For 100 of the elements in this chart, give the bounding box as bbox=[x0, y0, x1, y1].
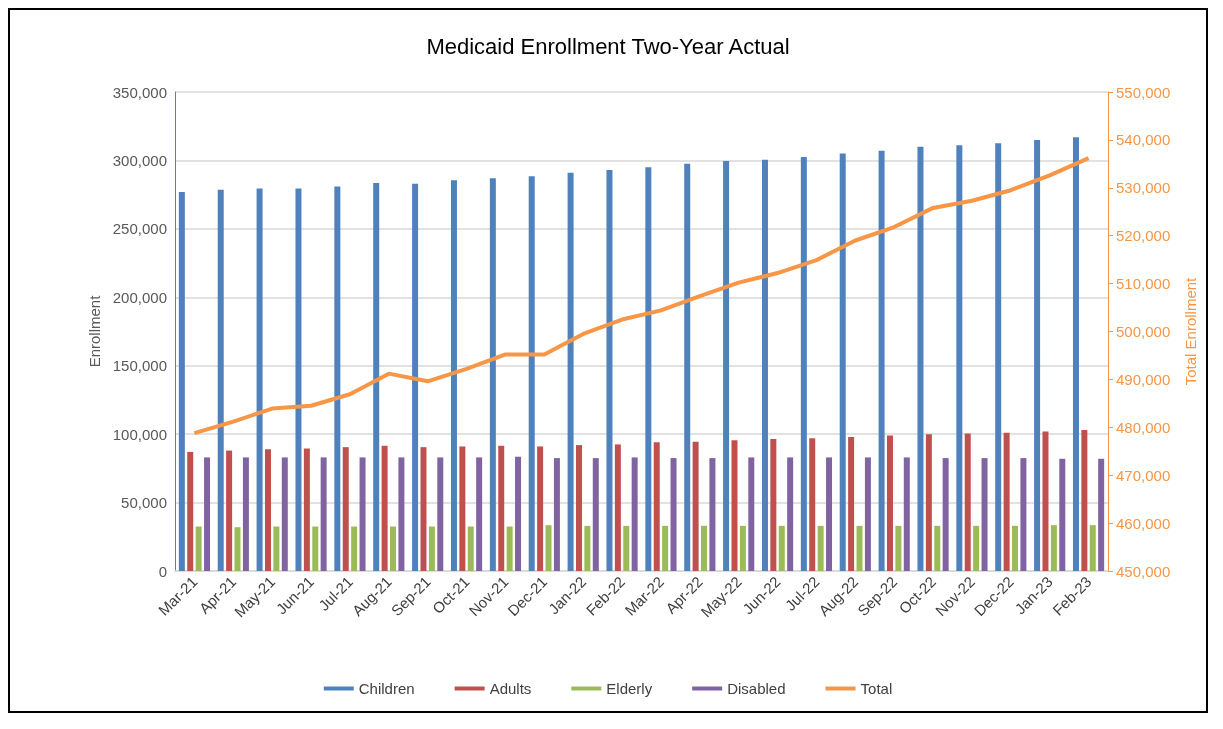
bar bbox=[1042, 431, 1049, 571]
bar bbox=[787, 457, 794, 571]
bar bbox=[592, 458, 599, 571]
bar bbox=[653, 442, 660, 571]
y2-tick-label: 480,000 bbox=[1116, 418, 1171, 436]
bar bbox=[342, 447, 349, 571]
y2-tick-label: 510,000 bbox=[1116, 275, 1171, 293]
bar bbox=[645, 167, 652, 571]
bar bbox=[498, 445, 505, 571]
y2-tick-label: 540,000 bbox=[1116, 131, 1171, 149]
legend-label: Adults bbox=[489, 680, 532, 697]
bar bbox=[800, 157, 807, 571]
bar bbox=[934, 525, 941, 571]
bar bbox=[217, 189, 224, 571]
bar bbox=[1003, 432, 1010, 571]
bar bbox=[476, 457, 483, 571]
bar bbox=[614, 444, 621, 571]
bar bbox=[187, 451, 194, 571]
bar bbox=[1081, 430, 1088, 571]
bar bbox=[1098, 458, 1105, 571]
bar bbox=[437, 457, 444, 571]
bar bbox=[981, 458, 988, 571]
bar bbox=[489, 178, 496, 571]
bar bbox=[670, 458, 677, 571]
bar bbox=[662, 525, 669, 571]
bar bbox=[701, 525, 708, 571]
y-tick-label: 300,000 bbox=[112, 151, 167, 169]
y2-axis-title: Total Enrollment bbox=[1182, 276, 1199, 386]
bar bbox=[606, 170, 613, 571]
bar bbox=[723, 161, 730, 571]
bar bbox=[925, 434, 932, 571]
bar bbox=[334, 186, 341, 571]
bar bbox=[878, 150, 885, 571]
bar bbox=[761, 159, 768, 571]
bar bbox=[1020, 458, 1027, 571]
bar bbox=[731, 440, 738, 571]
bar bbox=[281, 457, 288, 571]
y2-tick-label: 460,000 bbox=[1116, 514, 1171, 532]
bar bbox=[739, 525, 746, 571]
bar bbox=[420, 447, 427, 571]
bar bbox=[359, 457, 366, 571]
y-tick-label: 50,000 bbox=[121, 494, 167, 512]
bar bbox=[623, 525, 630, 571]
y-axis-title: Enrollment bbox=[85, 294, 103, 368]
y2-tick-label: 530,000 bbox=[1116, 179, 1171, 197]
bar bbox=[351, 526, 358, 571]
bar bbox=[303, 448, 310, 571]
y-tick-label: 200,000 bbox=[112, 288, 167, 306]
bar bbox=[1050, 525, 1057, 571]
bar bbox=[864, 457, 871, 571]
bar bbox=[692, 441, 699, 571]
y2-tick-label: 450,000 bbox=[1116, 562, 1171, 580]
bar bbox=[226, 450, 233, 571]
bar bbox=[515, 456, 522, 571]
bar bbox=[1089, 525, 1096, 571]
y-tick-label: 100,000 bbox=[112, 425, 167, 443]
bar bbox=[956, 145, 963, 571]
bar bbox=[973, 525, 980, 571]
bar bbox=[312, 526, 319, 571]
chart-title: Medicaid Enrollment Two-Year Actual bbox=[426, 33, 790, 59]
y-tick-label: 150,000 bbox=[112, 357, 167, 375]
bar bbox=[428, 526, 435, 571]
bar bbox=[234, 527, 241, 571]
bar bbox=[856, 525, 863, 571]
bar bbox=[848, 436, 855, 571]
bar bbox=[256, 188, 263, 571]
bar bbox=[373, 183, 380, 571]
line-series bbox=[192, 156, 1091, 436]
bar bbox=[631, 457, 638, 571]
bar bbox=[1072, 137, 1079, 571]
bar bbox=[381, 445, 388, 571]
y2-tick-label: 550,000 bbox=[1116, 83, 1171, 101]
bar bbox=[545, 525, 552, 571]
bar bbox=[748, 457, 755, 571]
legend-label: Elderly bbox=[606, 680, 653, 697]
bar bbox=[390, 526, 397, 571]
y-tick-label: 0 bbox=[158, 562, 167, 580]
legend-label: Total bbox=[860, 680, 893, 697]
bar bbox=[942, 458, 949, 571]
bar bbox=[964, 433, 971, 571]
bar bbox=[809, 438, 816, 571]
bar bbox=[204, 457, 211, 571]
bar bbox=[398, 457, 405, 571]
bar bbox=[467, 526, 474, 571]
bar bbox=[770, 438, 777, 571]
bar bbox=[895, 525, 902, 571]
bar bbox=[886, 435, 893, 571]
bar bbox=[450, 180, 457, 571]
bar bbox=[995, 143, 1002, 571]
bar bbox=[178, 191, 185, 571]
bar bbox=[553, 458, 560, 571]
y2-tick-label: 520,000 bbox=[1116, 227, 1171, 245]
legend-label: Children bbox=[358, 680, 415, 697]
bar bbox=[242, 457, 249, 571]
bar bbox=[412, 183, 419, 571]
bar bbox=[575, 445, 582, 571]
bar bbox=[320, 457, 327, 571]
y2-tick-label: 500,000 bbox=[1116, 323, 1171, 340]
bar bbox=[567, 172, 574, 571]
bar bbox=[459, 446, 466, 571]
